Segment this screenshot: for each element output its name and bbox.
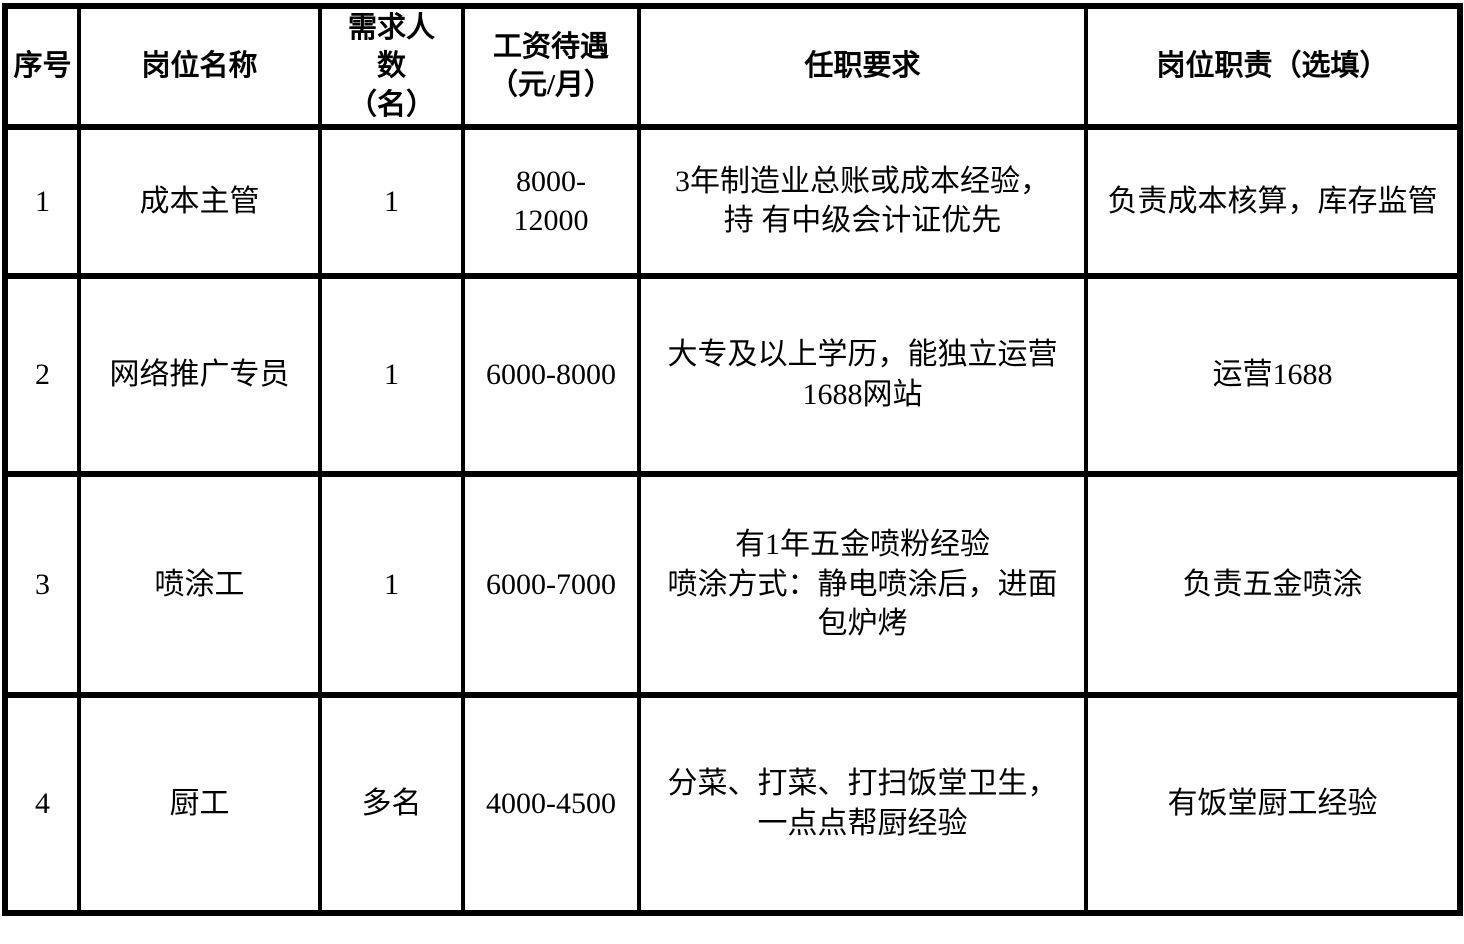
cell-position: 网络推广专员 bbox=[77, 272, 322, 477]
table-row: 2 网络推广专员 1 6000-8000 大专及以上学历，能独立运营 1688网… bbox=[3, 272, 1462, 477]
column-header-requirements: 任职要求 bbox=[637, 3, 1088, 130]
column-header-index: 序号 bbox=[3, 3, 81, 130]
column-header-position: 岗位名称 bbox=[77, 3, 322, 130]
cell-requirements: 3年制造业总账或成本经验， 持 有中级会计证优先 bbox=[637, 123, 1088, 279]
table-row: 4 厨工 多名 4000-4500 分菜、打菜、打扫饭堂卫生， 一点点帮厨经验 … bbox=[3, 691, 1462, 916]
cell-salary: 8000- 12000 bbox=[461, 123, 641, 279]
cell-headcount: 1 bbox=[318, 123, 465, 279]
cell-salary: 4000-4500 bbox=[461, 691, 641, 916]
cell-duties: 有饭堂厨工经验 bbox=[1084, 691, 1462, 916]
job-positions-table: 序号 岗位名称 需求人 数 （名） 工资待遇 （元/月） 任职要求 岗位职责（选… bbox=[2, 3, 1463, 916]
cell-salary: 6000-8000 bbox=[461, 272, 641, 477]
column-header-headcount: 需求人 数 （名） bbox=[318, 3, 465, 130]
table-row: 1 成本主管 1 8000- 12000 3年制造业总账或成本经验， 持 有中级… bbox=[3, 123, 1462, 279]
cell-position: 厨工 bbox=[77, 691, 322, 916]
cell-index: 1 bbox=[3, 123, 81, 279]
cell-duties: 负责成本核算，库存监管 bbox=[1084, 123, 1462, 279]
cell-requirements: 分菜、打菜、打扫饭堂卫生， 一点点帮厨经验 bbox=[637, 691, 1088, 916]
cell-index: 2 bbox=[3, 272, 81, 477]
cell-duties: 负责五金喷涂 bbox=[1084, 470, 1462, 698]
cell-requirements: 有1年五金喷粉经验 喷涂方式：静电喷涂后，进面 包炉烤 bbox=[637, 470, 1088, 698]
cell-duties: 运营1688 bbox=[1084, 272, 1462, 477]
cell-index: 4 bbox=[3, 691, 81, 916]
table-header-row: 序号 岗位名称 需求人 数 （名） 工资待遇 （元/月） 任职要求 岗位职责（选… bbox=[3, 3, 1462, 130]
cell-position: 成本主管 bbox=[77, 123, 322, 279]
column-header-salary: 工资待遇 （元/月） bbox=[461, 3, 641, 130]
cell-index: 3 bbox=[3, 470, 81, 698]
cell-headcount: 1 bbox=[318, 470, 465, 698]
cell-headcount: 1 bbox=[318, 272, 465, 477]
cell-salary: 6000-7000 bbox=[461, 470, 641, 698]
table-row: 3 喷涂工 1 6000-7000 有1年五金喷粉经验 喷涂方式：静电喷涂后，进… bbox=[3, 470, 1462, 698]
cell-position: 喷涂工 bbox=[77, 470, 322, 698]
column-header-duties: 岗位职责（选填） bbox=[1084, 3, 1462, 130]
cell-headcount: 多名 bbox=[318, 691, 465, 916]
cell-requirements: 大专及以上学历，能独立运营 1688网站 bbox=[637, 272, 1088, 477]
